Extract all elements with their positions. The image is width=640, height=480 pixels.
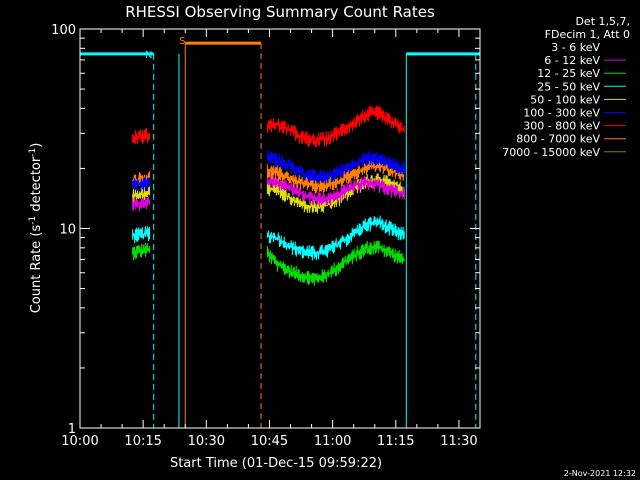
legend-800-7000-kev-label: 800 - 7000 keV — [516, 133, 600, 146]
series-layer — [132, 105, 405, 286]
x-tick-label-0: 10:00 — [61, 434, 98, 449]
legend-100-300-kev-label: 100 - 300 keV — [523, 107, 600, 120]
legend-3-6-kev-label: 3 - 6 keV — [551, 41, 600, 54]
x-axis: 10:00 10:15 10:30 10:45 11:00 11:15 11:30 — [61, 29, 481, 449]
y-axis: 1 10 100 — [51, 23, 480, 437]
series-25-50-kev-trace-1 — [132, 226, 150, 244]
x-axis-label: Start Time (01-Dec-15 09:59:22) — [170, 456, 382, 471]
y-axis-label: Count Rate (s-1 detector-1) — [28, 143, 44, 314]
y-tick-label-2: 100 — [51, 23, 76, 38]
series-800-7000-kev-trace-2 — [266, 158, 405, 194]
y-axis-label-mid: detector — [29, 156, 44, 216]
y-axis-label-main: Count Rate (s — [29, 225, 44, 314]
y-axis-label-end: ) — [29, 143, 44, 148]
x-tick-label-4: 11:00 — [314, 434, 351, 449]
legend-header-line-2: FDecim 1, Att 0 — [545, 28, 630, 41]
series-300-800-kev-trace-1 — [132, 128, 150, 144]
series-12-25-kev-trace-1 — [132, 242, 150, 261]
chart-title: RHESSI Observing Summary Count Rates — [125, 3, 435, 21]
x-tick-label-5: 11:15 — [377, 434, 414, 449]
x-tick-label-1: 10:15 — [124, 434, 161, 449]
series-100-300-kev-trace-1 — [132, 176, 150, 192]
y-tick-label-0: 1 — [68, 422, 76, 437]
footer-date: 2-Nov-2021 12:32 — [564, 469, 636, 478]
flag-layer: NS — [79, 36, 480, 428]
y-axis-label-sup-1: -1 — [28, 216, 38, 225]
night-flag-label: N — [145, 50, 152, 61]
series-6-12-kev-trace-2 — [266, 173, 405, 208]
series-3-6-kev-trace-1 — [132, 156, 150, 174]
legend-300-800-kev-label: 300 - 800 keV — [523, 120, 600, 133]
x-tick-label-6: 11:30 — [440, 434, 477, 449]
series-3-6-kev-trace-2 — [266, 129, 405, 166]
series-6-12-kev-trace-1 — [132, 196, 150, 212]
series-12-25-kev-trace-2 — [266, 240, 405, 286]
y-axis-label-sup-2: -1 — [28, 148, 38, 157]
y-tick-label-1: 10 — [59, 223, 76, 238]
x-tick-label-2: 10:30 — [188, 434, 225, 449]
legend-header-line-1: Det 1,5,7, — [575, 15, 630, 28]
legend-6-12-kev-label: 6 - 12 keV — [544, 54, 600, 67]
series-300-800-kev-trace-2 — [266, 105, 405, 148]
series-100-300-kev-trace-2 — [266, 149, 405, 185]
legend-50-100-kev-label: 50 - 100 keV — [530, 93, 600, 106]
series-50-100-kev-trace-1 — [132, 186, 150, 204]
legend-25-50-kev-label: 25 - 50 keV — [537, 80, 600, 93]
saa-flag-label: S — [179, 36, 185, 47]
x-tick-label-3: 10:45 — [251, 434, 288, 449]
legend-7000-15000-kev-label: 7000 - 15000 keV — [502, 146, 600, 159]
legend-12-25-kev-label: 12 - 25 keV — [537, 67, 600, 80]
series-25-50-kev-trace-2 — [266, 215, 405, 261]
